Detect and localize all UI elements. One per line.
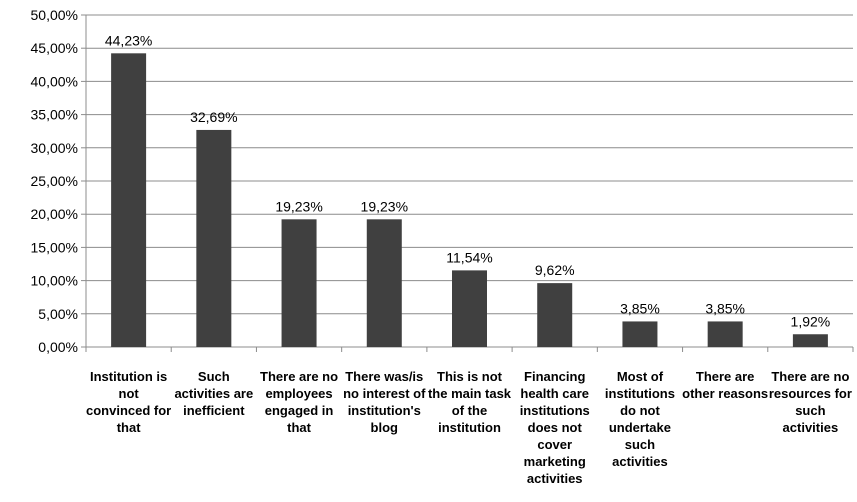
category-label: Financing health care institutions does … — [519, 369, 590, 486]
bar — [537, 283, 573, 347]
data-label: 9,62% — [535, 262, 575, 278]
y-tick-label: 35,00% — [31, 107, 78, 123]
data-label: 19,23% — [361, 198, 408, 214]
data-label: 3,85% — [620, 300, 660, 316]
data-label: 3,85% — [705, 300, 745, 316]
y-tick-label: 50,00% — [31, 7, 78, 23]
category-label: Institution is not convinced for that — [85, 369, 172, 435]
y-tick-labels: 0,00% 5,00% 10,00% 15,00% 20,00% 25,00% 30,00%… — [31, 7, 78, 355]
bar — [111, 53, 147, 347]
category-label: There are no resources for such activiti… — [768, 369, 852, 435]
y-tick-label: 5,00% — [38, 306, 78, 322]
category-label: This is not the main task of the institu… — [427, 369, 512, 435]
category-label: Such activities are inefficient — [174, 369, 254, 418]
bar — [366, 219, 402, 347]
data-label: 32,69% — [190, 109, 237, 125]
category-label: There are other reasons — [682, 369, 769, 401]
y-tick-label: 0,00% — [38, 339, 78, 355]
category-label: Most of institutions do not undertake su… — [604, 369, 675, 469]
bar — [196, 129, 232, 347]
bar — [792, 334, 828, 347]
data-labels: 44,23% 32,69% 19,23% 19,23% 11,54% 9,62% 3,85%… — [105, 32, 830, 329]
y-tick-label: 15,00% — [31, 239, 78, 255]
bar — [622, 321, 658, 347]
bar — [281, 219, 317, 347]
bar — [452, 270, 487, 347]
bar — [707, 321, 743, 347]
y-tick-label: 45,00% — [31, 40, 78, 56]
y-tick-label: 30,00% — [31, 140, 78, 156]
data-label: 1,92% — [791, 313, 831, 329]
y-tick-label: 20,00% — [31, 206, 78, 222]
y-tick-label: 25,00% — [31, 173, 78, 189]
bars — [111, 53, 828, 347]
category-label: There are no employees engaged in that — [260, 369, 339, 435]
y-tick-label: 40,00% — [31, 73, 78, 89]
data-label: 19,23% — [275, 198, 322, 214]
y-tick-label: 10,00% — [31, 273, 78, 289]
data-label: 44,23% — [105, 32, 152, 48]
data-label: 11,54% — [446, 249, 492, 265]
category-label: There was/is no interest of institution'… — [343, 369, 426, 435]
